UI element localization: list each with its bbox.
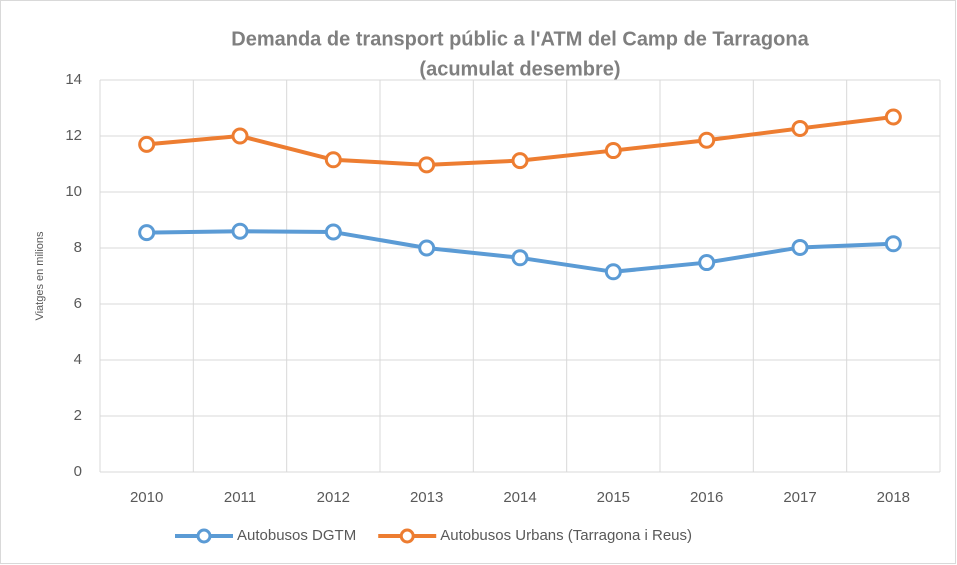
point [418, 239, 436, 257]
x-tick-label: 2011 [224, 489, 256, 506]
point [511, 249, 529, 267]
chart-title: (acumulat desembre) [419, 58, 620, 80]
y-tick-label: 12 [65, 127, 82, 144]
point [324, 151, 342, 169]
legend-marker [399, 528, 415, 544]
x-tick-label: 2010 [130, 489, 163, 506]
point [698, 131, 716, 149]
y-tick-label: 4 [74, 351, 82, 368]
point [324, 223, 342, 241]
legend-label: Autobusos Urbans (Tarragona i Reus) [440, 527, 692, 544]
x-tick-label: 2013 [410, 489, 443, 506]
y-tick-label: 6 [74, 295, 82, 312]
legend-marker [196, 528, 212, 544]
x-tick-label: 2017 [783, 489, 816, 506]
y-axis-label: Viatges en milions [34, 231, 46, 321]
x-tick-label: 2018 [877, 489, 910, 506]
point [231, 222, 249, 240]
y-tick-label: 14 [65, 71, 82, 88]
x-tick-label: 2012 [317, 489, 350, 506]
chart-title: Demanda de transport públic a l'ATM del … [231, 28, 809, 50]
x-tick-label: 2016 [690, 489, 723, 506]
y-tick-label: 10 [65, 183, 82, 200]
legend-label: Autobusos DGTM [237, 527, 356, 544]
point [884, 108, 902, 126]
y-tick-label: 0 [74, 463, 82, 480]
point [511, 152, 529, 170]
y-tick-label: 8 [74, 239, 82, 256]
point [604, 142, 622, 160]
point [231, 127, 249, 145]
point [791, 119, 809, 137]
point [138, 224, 156, 242]
point [884, 235, 902, 253]
point [698, 254, 716, 272]
x-tick-label: 2014 [503, 489, 536, 506]
y-tick-label: 2 [74, 407, 82, 424]
point [791, 238, 809, 256]
x-tick-label: 2015 [597, 489, 630, 506]
point [138, 135, 156, 153]
point [604, 263, 622, 281]
point [418, 156, 436, 174]
